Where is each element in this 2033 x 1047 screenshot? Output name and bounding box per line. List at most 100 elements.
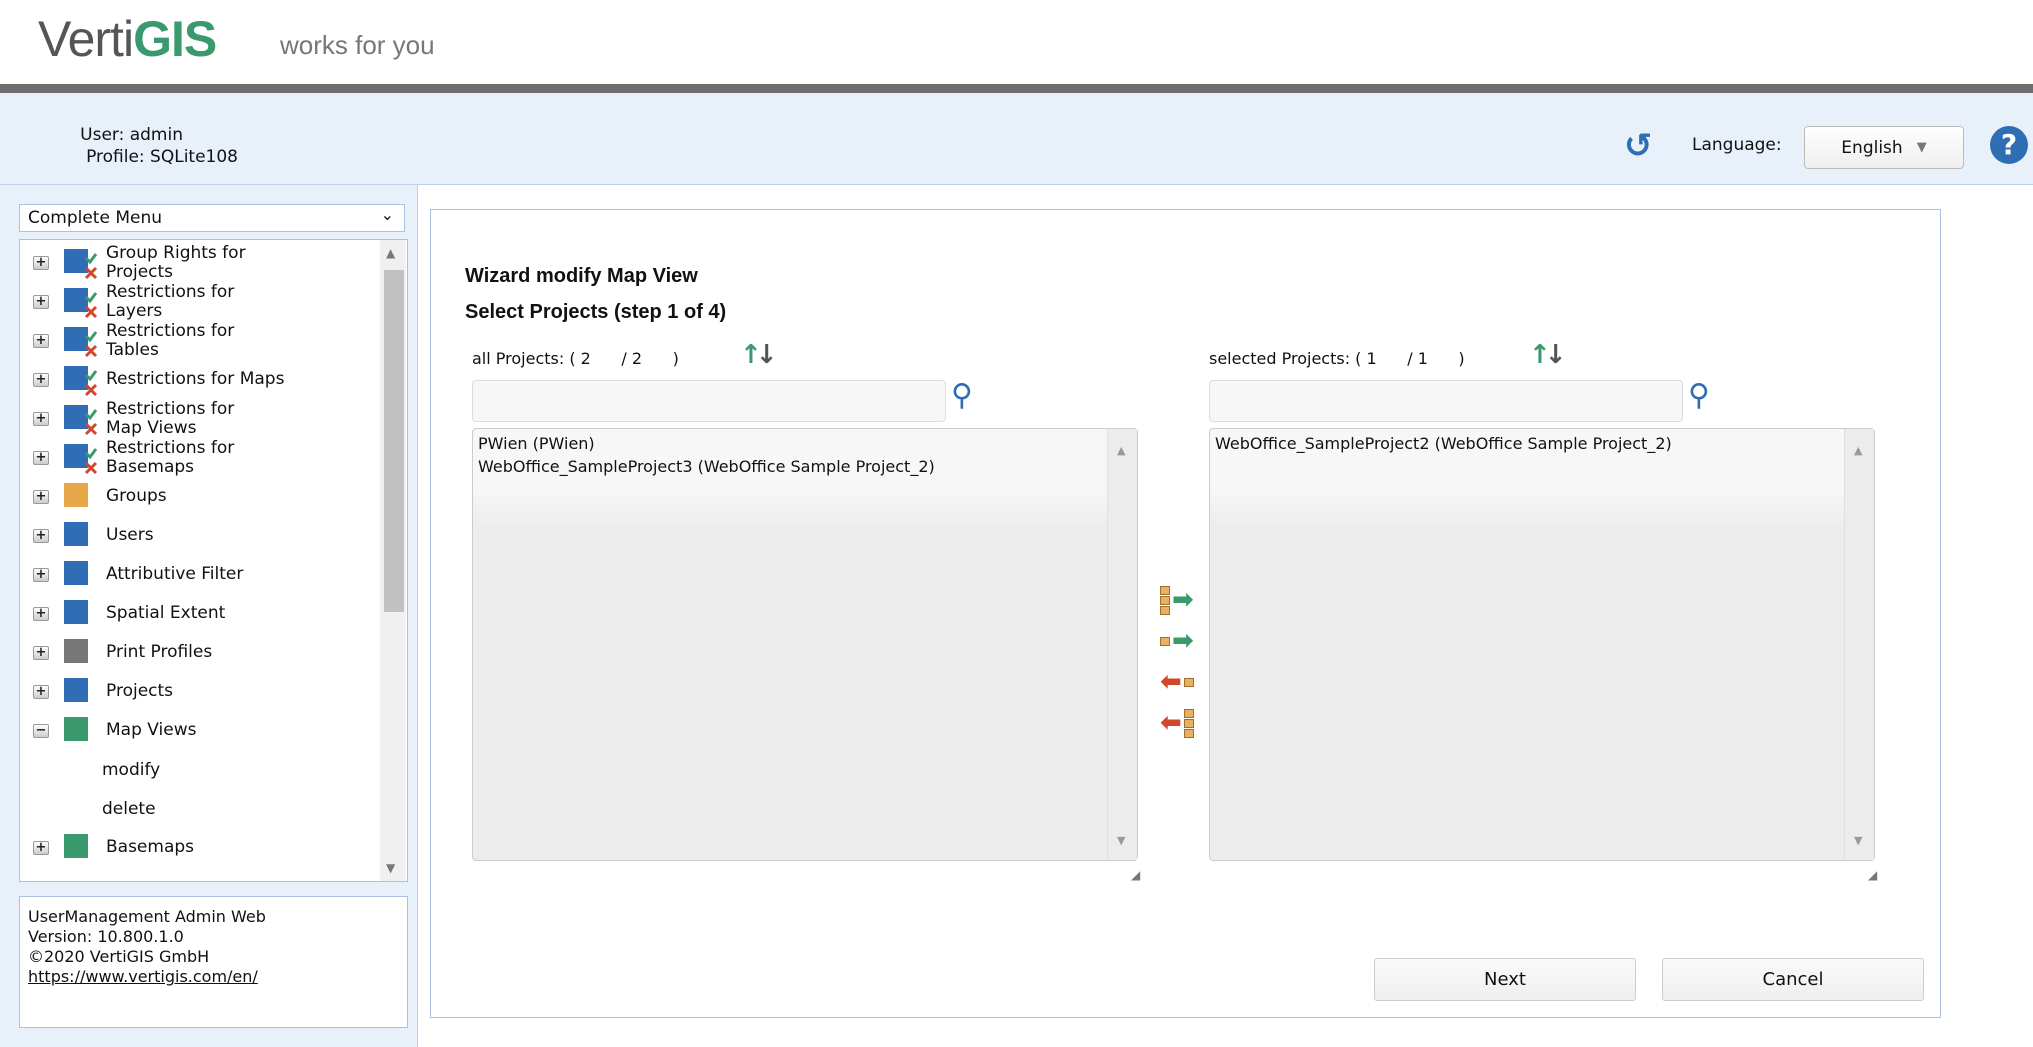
remove-selected-button[interactable]: ⬅: [1160, 667, 1206, 697]
all-projects-list[interactable]: PWien (PWien) WebOffice_SampleProject3 (W…: [472, 428, 1138, 861]
search-icon[interactable]: ⚲: [951, 378, 973, 413]
tree-item[interactable]: + Restrictions for Basemaps: [20, 438, 380, 477]
tree-subitem-delete[interactable]: delete: [20, 789, 380, 828]
selected-projects-label: selected Projects:: [1209, 349, 1351, 368]
all-projects-search-input[interactable]: [472, 380, 946, 422]
groups-icon: [62, 480, 98, 514]
all-projects-label: all Projects:: [472, 349, 565, 368]
list-item[interactable]: WebOffice_SampleProject3 (WebOffice Samp…: [478, 457, 935, 476]
tree-item[interactable]: + Print Profiles: [20, 633, 380, 672]
tree-item-label: Restrictions for Tables: [106, 320, 235, 360]
tree-item[interactable]: − Map Views: [20, 711, 380, 750]
expand-icon[interactable]: +: [33, 255, 49, 270]
expand-icon[interactable]: +: [33, 645, 49, 660]
tree-item-label: Map Views: [106, 720, 197, 740]
scroll-down-icon[interactable]: ▼: [1117, 834, 1126, 847]
shown-count: 2: [580, 349, 591, 368]
resize-grip-icon[interactable]: ◢: [1868, 868, 1878, 882]
selected-projects-list[interactable]: WebOffice_SampleProject2 (WebOffice Samp…: [1209, 428, 1875, 861]
app-version: Version: 10.800.1.0: [28, 927, 184, 946]
tree-item-label: Projects: [106, 681, 174, 701]
scroll-up-icon[interactable]: ▲: [386, 246, 396, 260]
sort-icon[interactable]: ↑↓: [1529, 340, 1567, 370]
scroll-up-icon[interactable]: ▲: [1854, 444, 1863, 457]
resize-grip-icon[interactable]: ◢: [1131, 868, 1141, 882]
wizard-title: Wizard modify Map View: [465, 265, 698, 287]
arrow-left-icon: ⬅: [1160, 667, 1182, 697]
menu-select-value: Complete Menu: [28, 208, 163, 228]
list-scrollbar[interactable]: ▲ ▼: [1844, 429, 1874, 860]
next-button[interactable]: Next: [1374, 958, 1636, 1001]
printer-icon: [62, 636, 98, 670]
total-count: 1: [1417, 349, 1428, 368]
scrollbar-thumb[interactable]: [384, 270, 404, 612]
user-name: User: admin: [80, 125, 183, 145]
cancel-button[interactable]: Cancel: [1662, 958, 1924, 1001]
add-all-button[interactable]: ➡: [1160, 585, 1206, 615]
expand-icon[interactable]: +: [33, 606, 49, 621]
expand-icon[interactable]: +: [33, 411, 49, 426]
tree-item[interactable]: + Restrictions for Tables: [20, 321, 380, 360]
tree-item-label: Attributive Filter: [106, 564, 244, 584]
app-info: UserManagement Admin Web Version: 10.800…: [19, 896, 408, 1028]
expand-icon[interactable]: +: [33, 684, 49, 699]
expand-icon[interactable]: +: [33, 489, 49, 504]
refresh-icon[interactable]: ↺: [1624, 126, 1653, 166]
tree-subitem-label: modify: [102, 759, 161, 780]
attributive-filter-icon: [62, 558, 98, 592]
vertigis-link[interactable]: https://www.vertigis.com/en/: [28, 967, 258, 986]
selected-projects-count: selected Projects: ( 1 / 1 ): [1209, 349, 1465, 368]
help-icon[interactable]: ?: [1990, 126, 2028, 164]
spatial-extent-icon: [62, 597, 98, 631]
scroll-down-icon[interactable]: ▼: [1854, 834, 1863, 847]
sort-icon[interactable]: ↑↓: [740, 340, 778, 370]
search-icon[interactable]: ⚲: [1688, 378, 1710, 413]
arrow-right-icon: ➡: [1172, 626, 1194, 656]
vertigis-logo: VertiGIS: [38, 11, 217, 67]
tree-item-label: Spatial Extent: [106, 603, 226, 623]
tree-item-label: Restrictions for Map Views: [106, 398, 235, 438]
wizard-panel: Wizard modify Map View Select Projects (…: [430, 209, 1941, 1018]
expand-icon[interactable]: +: [33, 294, 49, 309]
restrictions-layers-icon: [62, 285, 98, 319]
tree-subitem-modify[interactable]: modify: [20, 750, 380, 789]
sidebar: Complete Menu ⌄ + Group Rights for Project…: [0, 185, 418, 1047]
tree-item[interactable]: + Group Rights for Projects: [20, 243, 380, 282]
scroll-up-icon[interactable]: ▲: [1117, 444, 1126, 457]
list-item[interactable]: WebOffice_SampleProject2 (WebOffice Samp…: [1215, 434, 1672, 453]
shown-count: 1: [1366, 349, 1377, 368]
expand-icon[interactable]: +: [33, 372, 49, 387]
arrow-right-icon: ➡: [1172, 585, 1194, 615]
list-scrollbar[interactable]: ▲ ▼: [1107, 429, 1137, 860]
tree-item[interactable]: + Restrictions for Maps: [20, 360, 380, 399]
tree-item-label: Restrictions for Layers: [106, 281, 235, 321]
tree-item[interactable]: + Users: [20, 516, 380, 555]
scroll-down-icon[interactable]: ▼: [386, 861, 396, 875]
user-bar: User: admin Profile: SQLite108 ↺ Languag…: [0, 93, 2033, 185]
tree-item[interactable]: + Projects: [20, 672, 380, 711]
expand-icon[interactable]: +: [33, 450, 49, 465]
language-select[interactable]: English ▼: [1804, 126, 1964, 169]
selected-projects-search-input[interactable]: [1209, 380, 1683, 422]
menu-select[interactable]: Complete Menu ⌄: [19, 204, 405, 232]
header-divider: [0, 84, 2033, 93]
remove-all-button[interactable]: ⬅: [1160, 708, 1206, 738]
tree-item-label: Restrictions for Maps: [106, 369, 285, 389]
tree-item[interactable]: + Spatial Extent: [20, 594, 380, 633]
tree-item[interactable]: + Basemaps: [20, 828, 380, 867]
tree-item-label: Group Rights for Projects: [106, 242, 246, 282]
tree-item[interactable]: + Groups: [20, 477, 380, 516]
user-profile: Profile: SQLite108: [86, 147, 238, 167]
tree-item[interactable]: + Attributive Filter: [20, 555, 380, 594]
expand-icon[interactable]: +: [33, 840, 49, 855]
tree-item-label: Users: [106, 525, 154, 545]
collapse-icon[interactable]: −: [33, 723, 49, 738]
expand-icon[interactable]: +: [33, 333, 49, 348]
expand-icon[interactable]: +: [33, 567, 49, 582]
tree-scrollbar[interactable]: ▲ ▼: [380, 240, 406, 881]
list-item[interactable]: PWien (PWien): [478, 434, 595, 453]
add-selected-button[interactable]: ➡: [1160, 626, 1206, 656]
tree-item[interactable]: + Restrictions for Map Views: [20, 399, 380, 438]
tree-item[interactable]: + Restrictions for Layers: [20, 282, 380, 321]
expand-icon[interactable]: +: [33, 528, 49, 543]
